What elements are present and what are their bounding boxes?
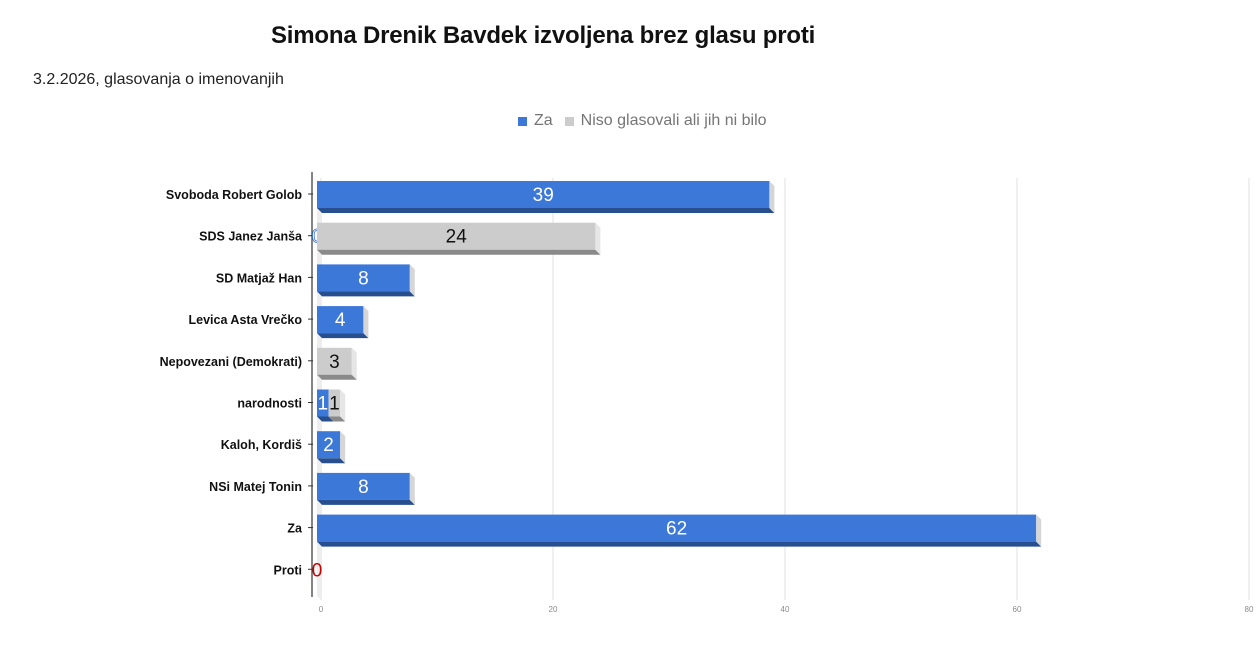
bar-s1-5 <box>328 389 341 417</box>
bar-s0-8 <box>317 514 1037 542</box>
x-tick-label-0: 0 <box>319 605 324 614</box>
category-label-8: Za <box>287 522 303 536</box>
bar-s1-1 <box>317 222 596 250</box>
bar-s1-4 <box>317 347 352 375</box>
chart-subtitle: 3.2.2026, glasovanja o imenovanjih <box>33 71 284 88</box>
bar-bottom-s0-3 <box>317 333 369 339</box>
bar-side-s1-1 <box>595 222 601 255</box>
bar-side-s0-2 <box>409 264 415 297</box>
data-label-s0-8: 62 <box>666 519 687 540</box>
data-label-s2-9: 0 <box>312 560 323 581</box>
bar-s0-7 <box>317 472 410 500</box>
data-label-s0-0: 39 <box>533 185 554 206</box>
bar-s0-5 <box>317 389 329 417</box>
bar-bottom-s0-7 <box>317 499 415 505</box>
x-tick-label-4: 80 <box>1245 605 1254 614</box>
chart-title: Simona Drenik Bavdek izvoljena brez glas… <box>271 22 816 49</box>
data-label-s1-1: 24 <box>446 227 468 248</box>
data-label-s1-5: 1 <box>329 394 340 415</box>
legend-label-absent: Niso glasovali ali jih ni bilo <box>580 112 767 129</box>
category-label-3: Levica Asta Vrečko <box>189 313 303 327</box>
legend-item-za[interactable]: Za <box>518 112 553 130</box>
bar-bottom-s0-8 <box>317 541 1042 547</box>
bar-bottom-s0-0 <box>317 208 775 213</box>
bar-bottom-s0-2 <box>317 291 415 297</box>
category-label-7: NSi Matej Tonin <box>209 480 302 494</box>
data-label-s0-2: 8 <box>358 268 369 289</box>
bar-bottom-s0-5 <box>317 416 334 422</box>
x-tick-label-1: 20 <box>549 605 558 614</box>
bar-side-s0-7 <box>409 472 415 505</box>
category-label-6: Kaloh, Kordiš <box>221 438 302 452</box>
bar-bottom-s0-6 <box>317 458 346 464</box>
chart-legend: Za Niso glasovali ali jih ni bilo <box>518 112 779 130</box>
category-label-5: narodnosti <box>237 397 302 411</box>
bar-s0-6 <box>317 431 341 459</box>
bar-side-s0-6 <box>340 431 346 464</box>
data-label-s1-4: 3 <box>329 352 340 373</box>
bar-side-s1-5 <box>340 389 346 422</box>
legend-swatch-za <box>518 116 527 126</box>
data-label-s0-6: 2 <box>323 435 334 456</box>
bar-s0-3 <box>317 306 364 334</box>
bar-s0-2 <box>317 264 410 292</box>
bar-side-s1-4 <box>351 347 357 380</box>
bar-bottom-s1-5 <box>328 416 346 422</box>
category-label-2: SD Matjaž Han <box>216 271 302 285</box>
category-label-0: Svoboda Robert Golob <box>166 188 302 202</box>
bar-s0-0 <box>317 181 770 208</box>
bar-bottom-s1-1 <box>317 249 601 255</box>
x-tick-label-3: 60 <box>1013 605 1022 614</box>
bar-bottom-s1-4 <box>317 374 357 380</box>
bar-side-s0-3 <box>363 306 369 339</box>
category-label-9: Proti <box>274 563 302 577</box>
legend-swatch-absent <box>564 116 574 126</box>
x-tick-label-2: 40 <box>781 605 790 614</box>
category-label-1: SDS Janez Janša <box>199 230 303 244</box>
data-label-s0-7: 8 <box>358 477 369 498</box>
data-label-s0-3: 4 <box>335 310 346 331</box>
legend-label-za: Za <box>534 112 553 129</box>
bar-side-s0-8 <box>1036 514 1042 547</box>
data-label-s0-5: 1 <box>318 394 329 415</box>
category-label-4: Nepovezani (Demokrati) <box>160 355 302 369</box>
bar-side-s0-0 <box>769 181 775 213</box>
legend-item-absent[interactable]: Niso glasovali ali jih ni bilo <box>564 112 767 130</box>
